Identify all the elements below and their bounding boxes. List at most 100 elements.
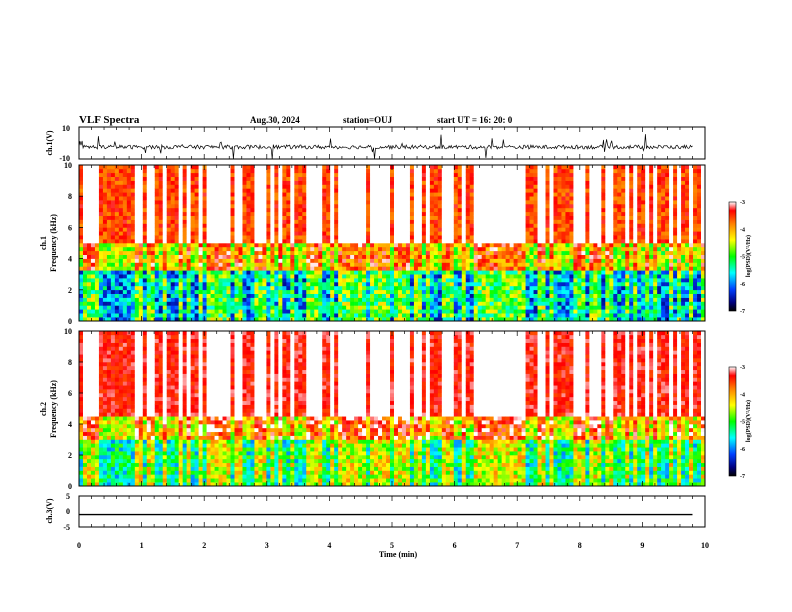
ch1-spectrogram-cell [234, 176, 239, 181]
ch1-spectrogram-cell [393, 196, 399, 201]
ch1-spectrogram-cell [198, 282, 203, 287]
ch1-spectrogram-cell [529, 243, 534, 248]
ch1-spectrogram-cell [362, 309, 367, 314]
ch1-spectrogram-cell [453, 282, 459, 287]
ch1-spectrogram-cell [338, 274, 343, 279]
ch1-spectrogram-cell [130, 301, 136, 306]
ch1-spectrogram-cell [82, 168, 88, 174]
ch1-spectrogram-cell [501, 165, 506, 170]
ch1-spectrogram-cell [230, 219, 235, 224]
ch1-spectrogram-cell [473, 293, 479, 298]
ch1-spectrogram-cell [79, 207, 84, 213]
ch1-spectrogram-cell [378, 309, 383, 314]
ch1-spectrogram-cell [154, 309, 160, 314]
ch1-spectrogram-cell [449, 305, 455, 310]
ch1-spectrogram-cell [561, 180, 566, 185]
ch1-spectrogram-cell [254, 285, 259, 291]
ch1-spectrogram-cell [282, 231, 287, 236]
ch1-spectrogram-cell [98, 227, 104, 232]
ch1-spectrogram-cell [246, 254, 251, 259]
ch1-spectrogram-cell [82, 180, 88, 185]
ch1-spectrogram-cell [158, 254, 164, 259]
ch1-spectrogram-cell [222, 180, 227, 185]
ch1-spectrogram-cell [102, 176, 108, 181]
ch1-spectrogram-cell [94, 207, 100, 213]
ch1-spectrogram-cell [186, 278, 191, 283]
ch1-spectrogram-cell [174, 215, 179, 220]
ch1-spectrogram-cell [370, 254, 375, 259]
ch1-spectrogram-cell [258, 274, 263, 279]
ch1-spectrogram-cell [278, 235, 283, 240]
ch1-spectrogram-cell [545, 219, 550, 224]
ch1-spectrogram-cell [302, 297, 307, 302]
ch1-spectrogram-cell [318, 215, 323, 220]
ch1-spectrogram-cell [198, 239, 203, 244]
ch1-spectrogram-cell [146, 266, 152, 271]
ch1-spectrogram-cell [386, 243, 391, 248]
ch1-spectrogram-cell [374, 165, 379, 170]
ch1-spectrogram-cell [270, 282, 275, 287]
ch1-spectrogram-cell [190, 168, 195, 174]
ch1-spectrogram-cell [401, 204, 407, 209]
ch1-spectrogram-cell [445, 309, 451, 314]
ch1-spectrogram-cell [449, 250, 455, 255]
ch1-spectrogram-cell [222, 258, 227, 263]
ch1-spectrogram-cell [461, 250, 467, 255]
ch1-spectrogram-cell [226, 196, 231, 201]
ch1-spectrogram-cell [413, 297, 419, 302]
ch1-spectrogram-cell [170, 262, 175, 267]
ch1-spectrogram-cell [557, 274, 562, 279]
ch1-spectrogram-cell [86, 266, 92, 271]
ch1-spectrogram-cell [110, 176, 116, 181]
ch1-spectrogram-cell [505, 309, 510, 314]
ch1-spectrogram-cell [553, 305, 558, 310]
ch1-spectrogram-cell [294, 270, 299, 275]
ch1-spectrogram-cell [214, 270, 219, 275]
ch1-spectrogram-cell [162, 250, 168, 255]
ch1-spectrogram-cell [437, 254, 443, 259]
ch1-spectrogram-cell [493, 258, 498, 263]
ch1-spectrogram-cell [489, 207, 494, 213]
ch1-spectrogram-cell [186, 231, 191, 236]
ch1-spectrogram-cell [126, 289, 132, 294]
ch1-spectrogram-cell [358, 172, 363, 177]
ch1-spectrogram-cell [445, 243, 451, 248]
ch1-spectrogram-cell [218, 168, 223, 174]
ch1-spectrogram-cell [262, 200, 267, 205]
ch1-spectrogram-cell [290, 282, 295, 287]
ch1-spectrogram-cell [238, 305, 243, 310]
ch1-spectrogram-cell [90, 227, 96, 232]
ch1-spectrogram-cell [489, 172, 494, 177]
ch1-spectrogram-cell [553, 250, 558, 255]
ch1-spectrogram-cell [218, 309, 223, 314]
ch1-spectrogram-cell [146, 250, 152, 255]
ch1-spectrogram-cell [162, 235, 168, 240]
ch1-spectrogram-cell [370, 301, 375, 306]
ch1-spectrogram-cell [178, 192, 183, 197]
ch1-spectrogram-cell [330, 285, 335, 291]
ch1-spectrogram-cell [102, 309, 108, 314]
ch1-spectrogram-cell [102, 262, 108, 267]
ch1-spectrogram-cell [393, 258, 399, 263]
ch1-spectrogram-cell [306, 297, 311, 302]
ch1-spectrogram-cell [202, 165, 207, 170]
ch1-spectrogram-cell [290, 204, 295, 209]
ch1-spectrogram-cell [537, 274, 542, 279]
ch1-spectrogram-cell [405, 207, 411, 213]
ch1-spectrogram-cell [477, 246, 483, 252]
ch1-spectrogram-cell [134, 176, 140, 181]
ch1-spectrogram-cell [545, 274, 550, 279]
ch1-spectrogram-cell [413, 301, 419, 306]
ch1-spectrogram-cell [569, 227, 574, 232]
ch1-spectrogram-cell [142, 266, 148, 271]
ch1-spectrogram-cell [461, 289, 467, 294]
ch1-spectrogram-cell [421, 207, 427, 213]
ch1-spectrogram-cell [397, 289, 403, 294]
ch1-spectrogram-cell [433, 282, 439, 287]
ch1-spectrogram-cell [525, 246, 530, 252]
ch1-spectrogram-cell [449, 266, 455, 271]
ch1-spectrogram-cell [334, 289, 339, 294]
ch1-spectrogram-cell [541, 317, 546, 322]
ch1-spectrogram-cell [130, 196, 136, 201]
ch1-spectrogram-cell [374, 317, 379, 322]
